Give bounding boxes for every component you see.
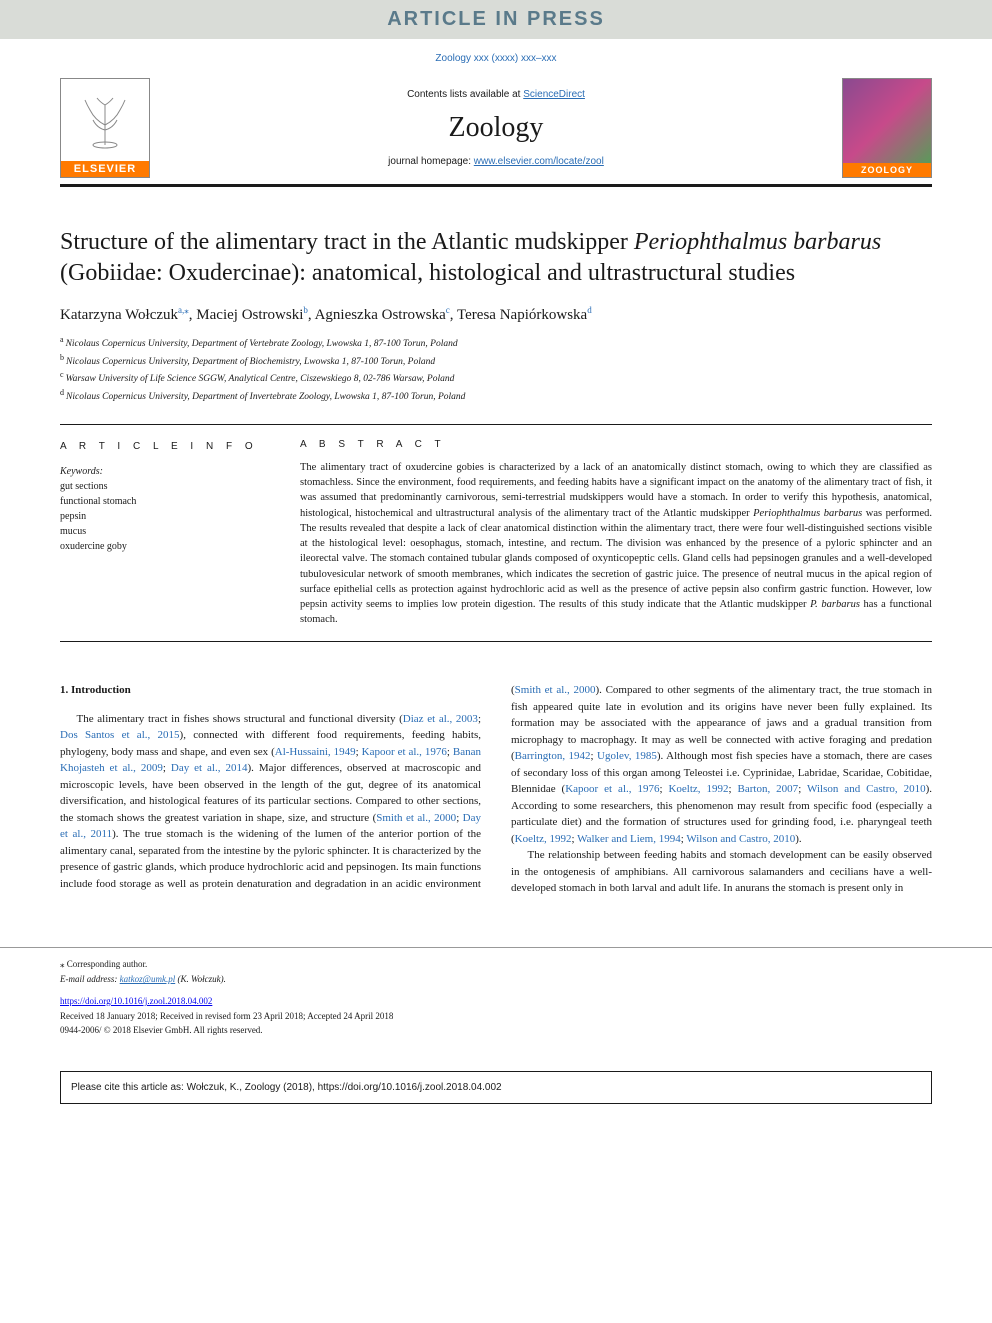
ref-link[interactable]: Smith et al., 2000 [376, 812, 456, 824]
publisher-logo: ELSEVIER [60, 78, 150, 178]
journal-header: ELSEVIER Contents lists available at Sci… [60, 72, 932, 187]
email-link[interactable]: katkoz@umk.pl [120, 974, 176, 984]
author-affil-sup: b [303, 305, 308, 315]
homepage-prefix: journal homepage: [388, 156, 474, 167]
abstract-species: P. barbarus [810, 599, 860, 610]
cover-image [843, 79, 931, 163]
page-footer: ⁎ Corresponding author. E-mail address: … [0, 947, 992, 1058]
ref-link[interactable]: Kapoor et al., 1976 [362, 746, 447, 758]
ref-link[interactable]: Wilson and Castro, 2010 [807, 783, 926, 795]
author-affil-sup: a,⁎ [178, 305, 189, 315]
author: Katarzyna Wołczuk [60, 307, 178, 323]
article-info-heading: A R T I C L E I N F O [60, 439, 260, 454]
ref-link[interactable]: Day et al., 2014 [171, 762, 248, 774]
section-heading: 1. Introduction [60, 682, 481, 699]
abstract-species: Periophthalmus barbarus [753, 508, 862, 519]
received-line: Received 18 January 2018; Received in re… [60, 1010, 932, 1024]
title-before: Structure of the alimentary tract in the… [60, 229, 634, 255]
copyright-line: 0944-2006/ © 2018 Elsevier GmbH. All rig… [60, 1024, 932, 1038]
doi-link[interactable]: https://doi.org/10.1016/j.zool.2018.04.0… [60, 996, 212, 1006]
ref-link[interactable]: Dos Santos et al., 2015 [60, 729, 180, 741]
author: Teresa Napiórkowska [457, 307, 587, 323]
article-title: Structure of the alimentary tract in the… [60, 227, 932, 289]
keywords-list: gut sectionsfunctional stomachpepsinmucu… [60, 479, 260, 554]
journal-homepage-line: journal homepage: www.elsevier.com/locat… [150, 156, 842, 167]
ref-link[interactable]: Barrington, 1942 [515, 750, 591, 762]
journal-homepage-link[interactable]: www.elsevier.com/locate/zool [474, 156, 604, 167]
authors-line: Katarzyna Wołczuka,⁎, Maciej Ostrowskib,… [60, 305, 932, 324]
keyword: pepsin [60, 509, 260, 524]
abstract: A B S T R A C T The alimentary tract of … [300, 439, 932, 627]
affiliation: c Warsaw University of Life Science SGGW… [60, 369, 932, 386]
corresponding-author: ⁎ Corresponding author. [60, 958, 932, 972]
sciencedirect-link[interactable]: ScienceDirect [523, 89, 585, 100]
ref-link[interactable]: Wilson and Castro, 2010 [686, 833, 795, 845]
intro-p2: The relationship between feeding habits … [511, 847, 932, 897]
keyword: oxudercine goby [60, 539, 260, 554]
email-suffix: (K. Wołczuk). [175, 974, 226, 984]
abstract-heading: A B S T R A C T [300, 439, 932, 450]
author-affil-sup: c [446, 305, 450, 315]
cover-label: ZOOLOGY [843, 163, 931, 177]
publisher-name: ELSEVIER [61, 161, 149, 177]
affiliation: a Nicolaus Copernicus University, Depart… [60, 334, 932, 351]
email-line: E-mail address: katkoz@umk.pl (K. Wołczu… [60, 973, 932, 987]
running-citation: Zoology xxx (xxxx) xxx–xxx [0, 39, 992, 72]
elsevier-tree-icon [75, 79, 135, 161]
ref-link[interactable]: Diaz et al., 2003 [403, 713, 478, 725]
doi-line: https://doi.org/10.1016/j.zool.2018.04.0… [60, 995, 932, 1009]
ref-link[interactable]: Koeltz, 1992 [515, 833, 572, 845]
ref-link[interactable]: Walker and Liem, 1994 [577, 833, 681, 845]
author: Maciej Ostrowski [196, 307, 303, 323]
keyword: mucus [60, 524, 260, 539]
ref-link[interactable]: Ugolev, 1985 [597, 750, 657, 762]
cite-this-article-box: Please cite this article as: Wołczuk, K.… [60, 1071, 932, 1104]
ref-link[interactable]: Kapoor et al., 1976 [565, 783, 659, 795]
body-text: 1. Introduction The alimentary tract in … [60, 682, 932, 897]
affiliation: b Nicolaus Copernicus University, Depart… [60, 352, 932, 369]
keyword: gut sections [60, 479, 260, 494]
keywords-label: Keywords: [60, 464, 260, 479]
contents-prefix: Contents lists available at [407, 89, 523, 100]
journal-cover: ZOOLOGY [842, 78, 932, 178]
affiliations: a Nicolaus Copernicus University, Depart… [60, 334, 932, 404]
ref-link[interactable]: Al-Hussaini, 1949 [275, 746, 356, 758]
journal-name: Zoology [150, 112, 842, 144]
in-press-banner: ARTICLE IN PRESS [0, 0, 992, 39]
ref-link[interactable]: Koeltz, 1992 [668, 783, 728, 795]
title-after: (Gobiidae: Oxudercinae): anatomical, his… [60, 260, 795, 286]
author: Agnieszka Ostrowska [315, 307, 446, 323]
rule-bottom [60, 641, 932, 642]
author-affil-sup: d [587, 305, 592, 315]
keyword: functional stomach [60, 494, 260, 509]
contents-available-line: Contents lists available at ScienceDirec… [150, 89, 842, 100]
ref-link[interactable]: Smith et al., 2000 [515, 684, 596, 696]
ref-link[interactable]: Barton, 2007 [738, 783, 799, 795]
abstract-text: The alimentary tract of oxudercine gobie… [300, 460, 932, 627]
affiliation: d Nicolaus Copernicus University, Depart… [60, 387, 932, 404]
email-label: E-mail address: [60, 974, 120, 984]
article-info: A R T I C L E I N F O Keywords: gut sect… [60, 439, 260, 627]
title-species: Periophthalmus barbarus [634, 229, 881, 255]
abstract-part: was performed. The results revealed that… [300, 508, 932, 610]
